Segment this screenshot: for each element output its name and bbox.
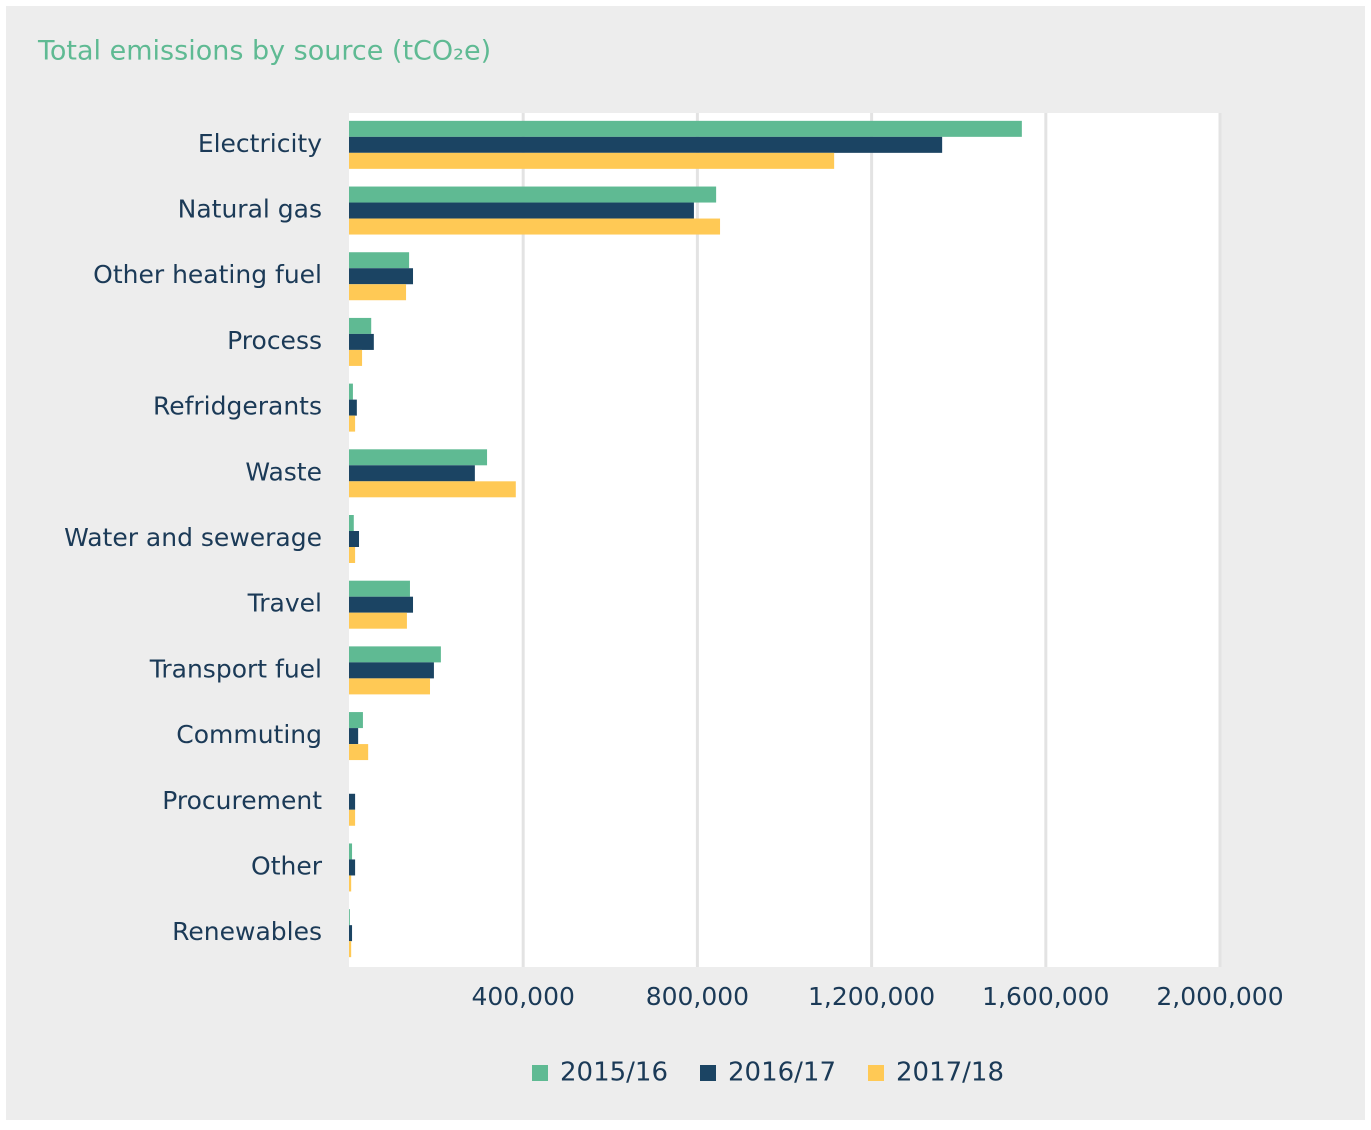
y-tick-label: Refridgerants bbox=[153, 392, 322, 421]
plot-area bbox=[349, 113, 1221, 967]
x-tick-label: 1,600,000 bbox=[982, 982, 1109, 1011]
bar bbox=[349, 941, 352, 958]
bar bbox=[349, 252, 410, 269]
bar bbox=[349, 728, 359, 745]
bar bbox=[349, 580, 410, 597]
bar bbox=[349, 612, 407, 629]
y-tick-label: Transport fuel bbox=[149, 654, 322, 683]
bar bbox=[349, 383, 353, 400]
bar bbox=[349, 268, 414, 285]
bar bbox=[349, 596, 414, 613]
legend-swatch bbox=[868, 1065, 884, 1081]
bar bbox=[349, 284, 407, 301]
legend-label: 2017/18 bbox=[896, 1058, 1004, 1088]
bar bbox=[349, 218, 721, 235]
bar bbox=[349, 317, 372, 334]
bar bbox=[349, 662, 434, 679]
bar bbox=[349, 465, 475, 482]
y-tick-label: Waste bbox=[245, 457, 322, 486]
x-tick-label: 400,000 bbox=[472, 982, 575, 1011]
y-tick-label: Other bbox=[251, 851, 323, 880]
bar bbox=[349, 859, 356, 876]
bar bbox=[349, 793, 356, 810]
bar bbox=[349, 333, 374, 350]
bar bbox=[349, 809, 356, 826]
x-tick-label: 2,000,000 bbox=[1156, 982, 1283, 1011]
y-tick-label: Procurement bbox=[162, 786, 322, 815]
bar bbox=[349, 712, 363, 729]
bar bbox=[349, 925, 353, 942]
bar bbox=[349, 120, 1022, 137]
bar bbox=[349, 547, 356, 563]
bar bbox=[349, 481, 516, 498]
y-tick-label: Natural gas bbox=[178, 195, 322, 224]
legend-swatch bbox=[532, 1065, 548, 1081]
bar bbox=[349, 909, 350, 926]
x-tick-label: 1,200,000 bbox=[808, 982, 935, 1011]
bar bbox=[349, 515, 354, 531]
bar bbox=[349, 646, 441, 663]
bar bbox=[349, 399, 357, 416]
bar bbox=[349, 349, 363, 366]
legend-swatch bbox=[700, 1065, 716, 1081]
y-tick-label: Commuting bbox=[176, 720, 322, 749]
bar bbox=[349, 843, 353, 860]
y-tick-label: Electricity bbox=[198, 129, 322, 158]
bar bbox=[349, 136, 943, 153]
chart-title: Total emissions by source (tCO₂e) bbox=[37, 36, 491, 67]
y-tick-label: Water and sewerage bbox=[64, 523, 322, 552]
bar bbox=[349, 744, 369, 761]
bar bbox=[349, 678, 431, 695]
bar bbox=[349, 449, 488, 466]
legend-label: 2015/16 bbox=[560, 1058, 668, 1088]
bar bbox=[349, 186, 717, 203]
bar bbox=[349, 531, 360, 547]
y-tick-label: Other heating fuel bbox=[93, 260, 322, 289]
bar bbox=[349, 415, 356, 432]
y-tick-label: Renewables bbox=[172, 917, 322, 946]
y-tick-label: Process bbox=[227, 326, 322, 355]
y-tick-label: Travel bbox=[247, 589, 322, 618]
bar bbox=[349, 875, 352, 892]
bar bbox=[349, 152, 835, 169]
bar bbox=[349, 202, 694, 219]
legend-label: 2016/17 bbox=[728, 1058, 836, 1088]
x-tick-label: 800,000 bbox=[646, 982, 749, 1011]
